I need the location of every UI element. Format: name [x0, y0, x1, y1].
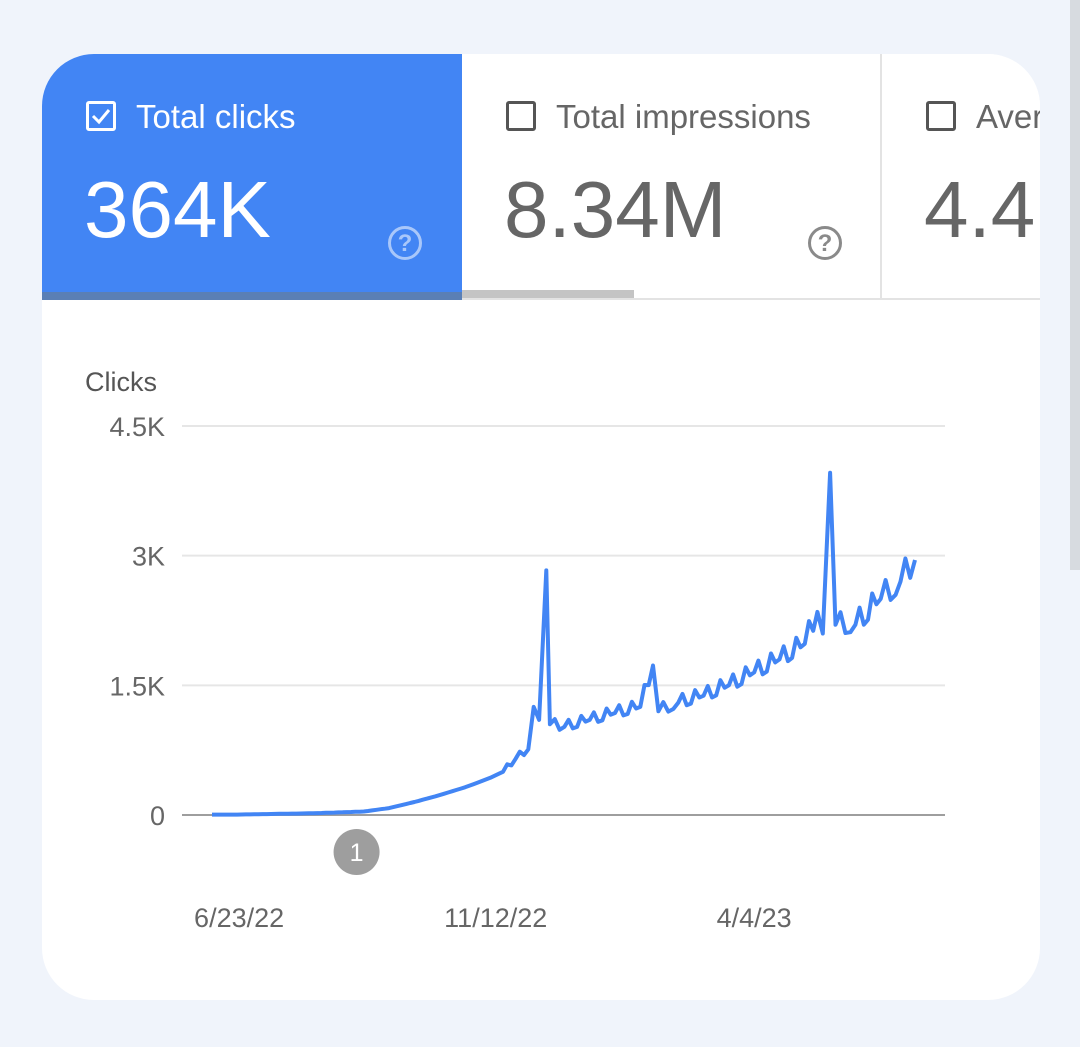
scrollbar[interactable] [1070, 0, 1080, 570]
checkbox-icon[interactable] [926, 101, 956, 131]
y-tick-label: 3K [132, 542, 165, 572]
tab-average[interactable]: Aver 4.4 [882, 54, 1040, 298]
clicks-line [212, 470, 917, 817]
clicks-chart: Clicks 0 1.5K 3K 4.5K 6/23/22 11/12/22 4/4/23 1 [85, 367, 945, 933]
checkbox-icon[interactable] [506, 101, 536, 131]
annotation-label: 1 [350, 839, 364, 867]
help-icon[interactable]: ? [388, 226, 422, 260]
metric-value: 8.34M [504, 165, 727, 254]
y-axis-label: Clicks [85, 367, 157, 397]
y-tick-label: 4.5K [109, 412, 165, 442]
tab-label: Total clicks [136, 98, 296, 135]
tab-label: Total impressions [556, 98, 811, 135]
tab-total-clicks[interactable]: Total clicks 364K ? [42, 54, 462, 298]
tab-progress-indicator [462, 290, 634, 299]
tab-total-impressions[interactable]: Total impressions 8.34M ? [462, 54, 882, 298]
help-icon[interactable]: ? [808, 226, 842, 260]
annotation-marker [333, 829, 380, 875]
y-tick-label: 1.5K [109, 671, 165, 701]
active-tab-indicator [42, 292, 462, 300]
performance-card: Total clicks 364K ? Total impressions 8.… [42, 54, 1040, 1000]
metric-value: 364K [84, 165, 271, 254]
checkbox-icon[interactable] [86, 101, 116, 131]
x-tick-label: 6/23/22 [194, 903, 284, 933]
tab-label: Aver [976, 98, 1040, 135]
x-tick-label: 11/12/22 [444, 903, 547, 933]
y-tick-label: 0 [150, 801, 165, 831]
x-tick-label: 4/4/23 [717, 903, 792, 933]
divider [462, 298, 1040, 300]
metric-value: 4.4 [924, 165, 1036, 254]
